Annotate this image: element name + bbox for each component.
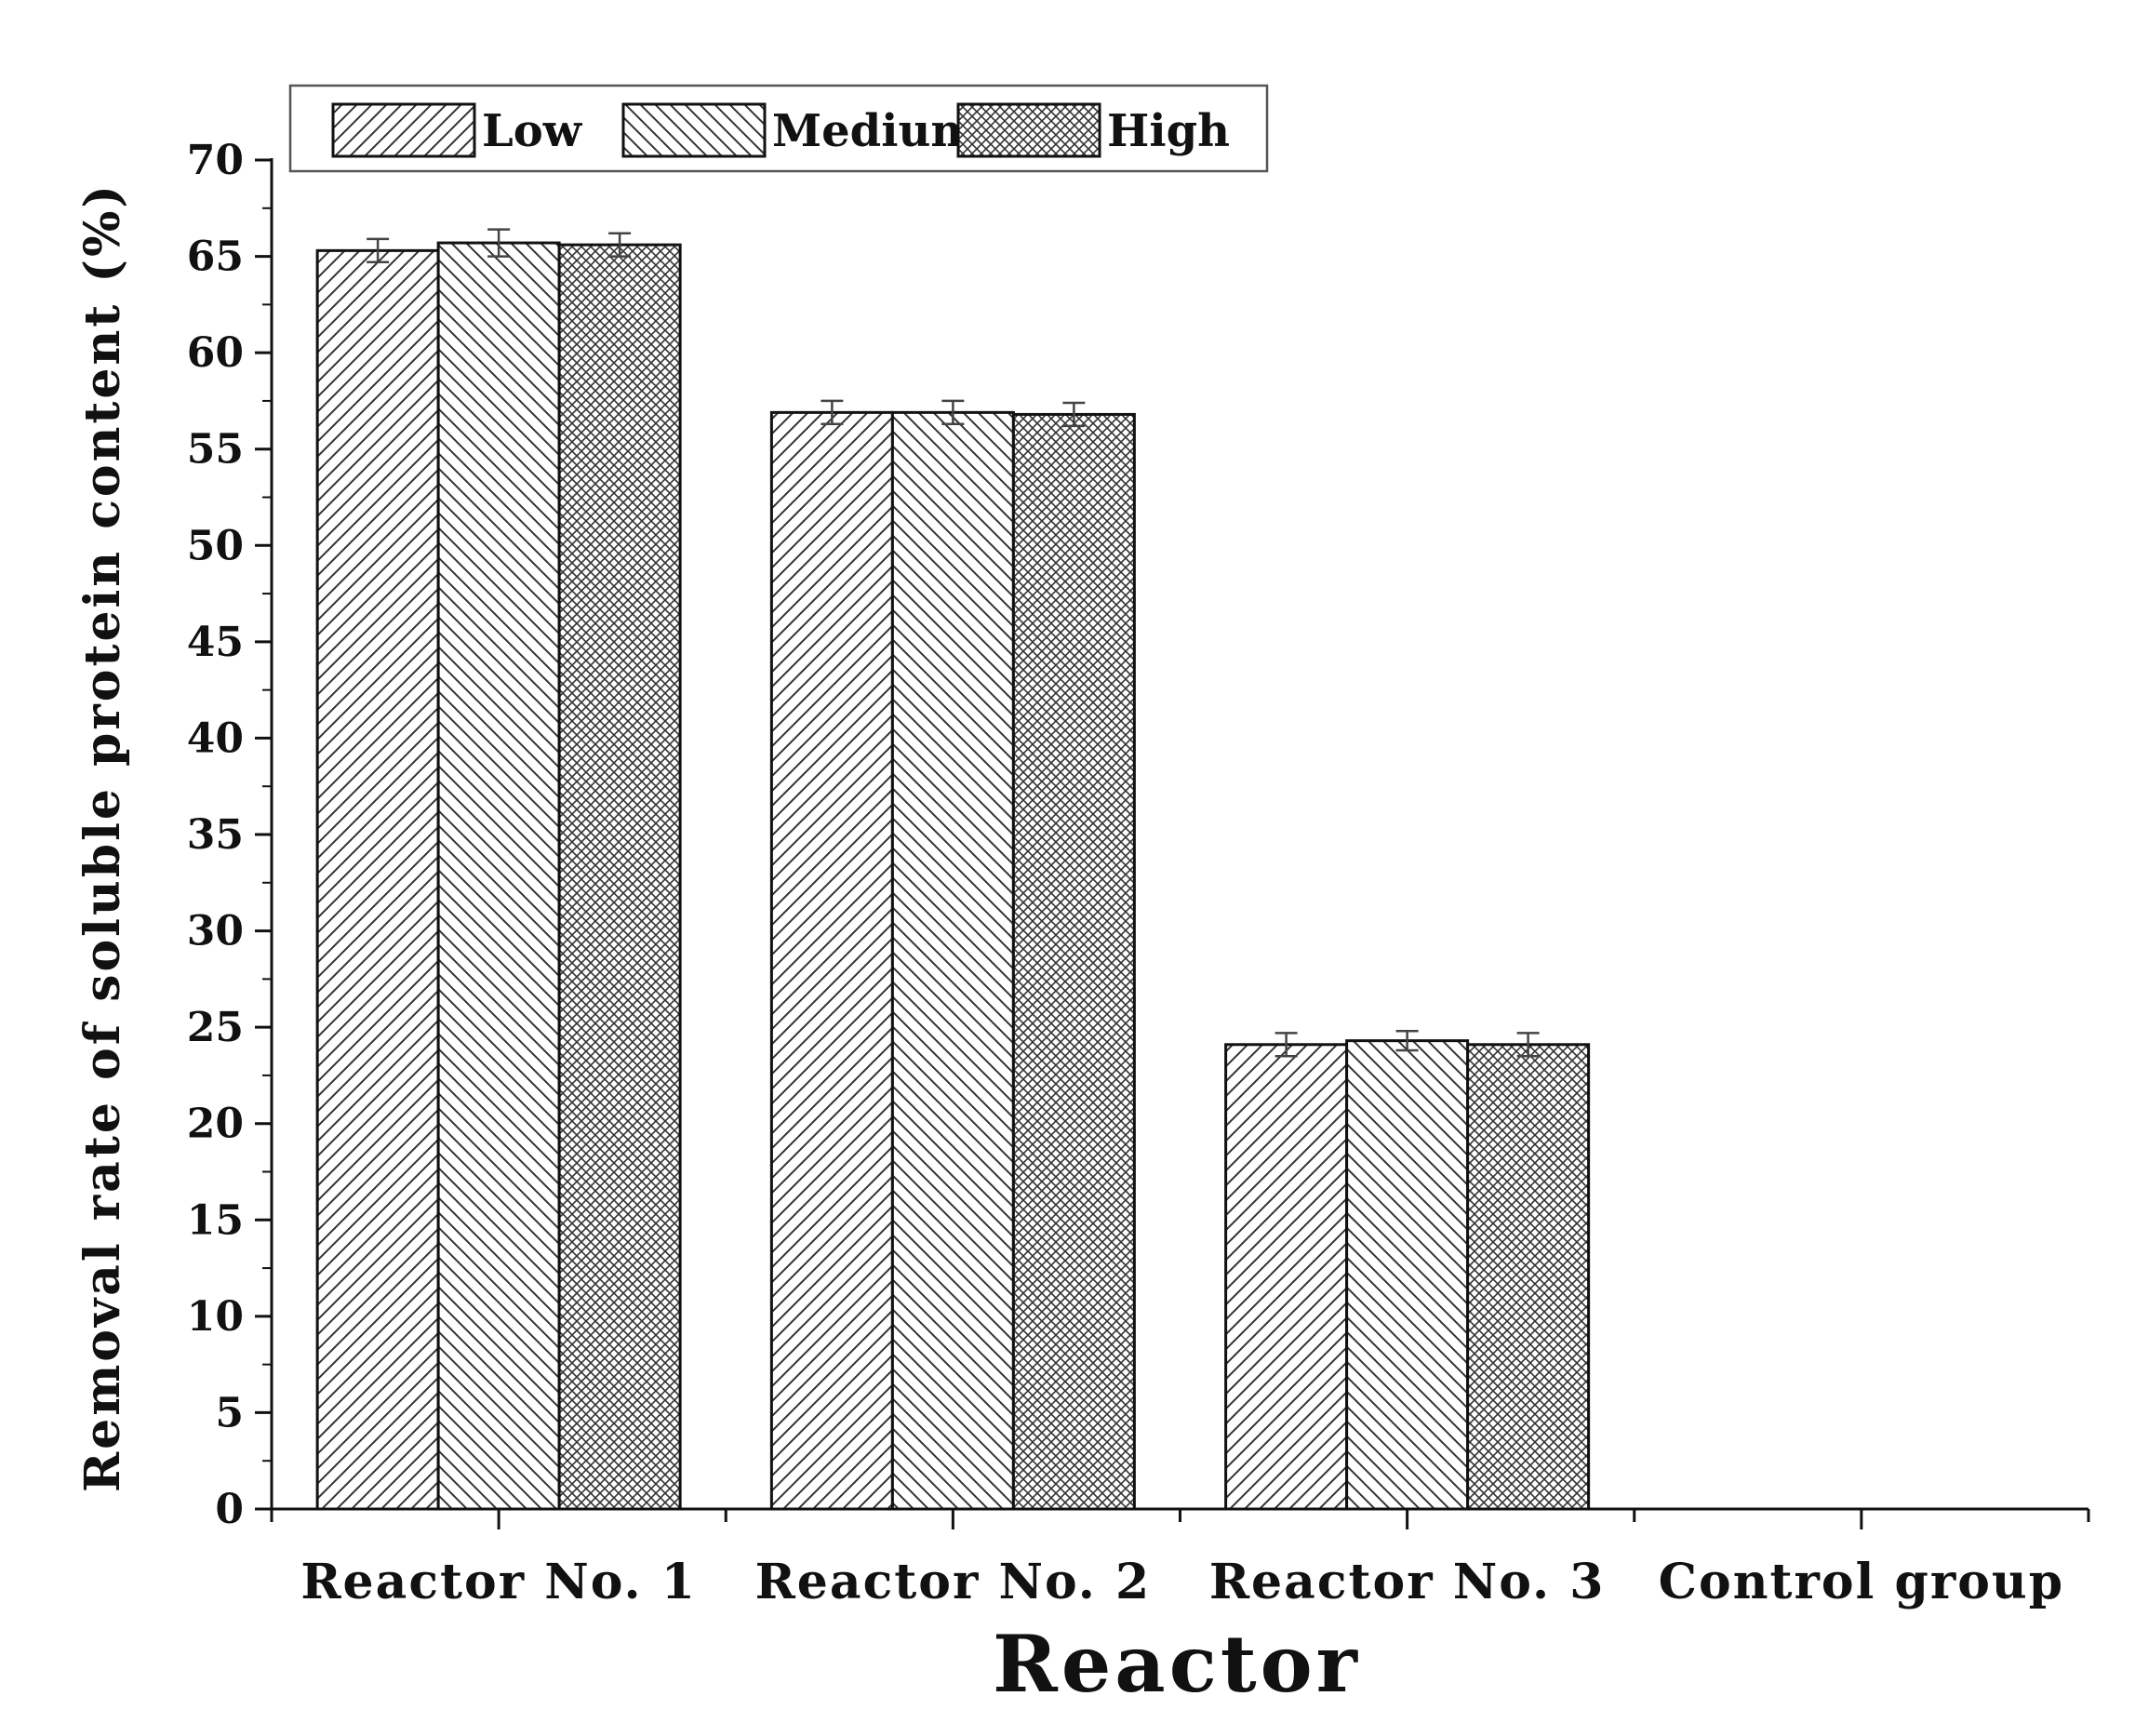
bar <box>1011 412 1136 1511</box>
y-tick-label: 45 <box>187 619 244 666</box>
legend-swatch <box>621 102 767 158</box>
y-tick-label: 40 <box>187 714 244 762</box>
y-tick-label: 50 <box>187 522 244 569</box>
bar <box>557 243 682 1511</box>
y-tick-label: 35 <box>187 811 244 859</box>
y-tick-label: 5 <box>215 1389 244 1436</box>
legend-swatch <box>956 102 1101 158</box>
y-axis: 0 5 10 15 20 25 30 35 40 45 50 55 60 65 70 <box>187 137 274 1533</box>
y-tick-label: 55 <box>187 426 244 474</box>
y-tick-label: 10 <box>187 1293 244 1341</box>
bar <box>1224 1043 1349 1511</box>
y-tick-label: 60 <box>187 329 244 377</box>
bar <box>890 410 1015 1511</box>
y-axis-title: Removal rate of soluble protein content … <box>74 182 131 1492</box>
y-tick-label: 30 <box>187 908 244 955</box>
bars <box>315 228 1591 1511</box>
bar <box>315 248 440 1511</box>
y-tick-label: 15 <box>187 1196 244 1244</box>
x-tick-label: Control group <box>1659 1554 2064 1610</box>
bar <box>1345 1039 1470 1511</box>
bar <box>436 241 561 1511</box>
legend-label: Medium <box>772 105 978 157</box>
legend: Low Medium High <box>288 84 1269 173</box>
legend-label: High <box>1107 105 1230 157</box>
y-tick-label: 65 <box>187 234 244 281</box>
y-tick-label: 70 <box>187 137 244 184</box>
x-tick-label: Reactor No. 3 <box>1209 1554 1606 1610</box>
x-tick-label: Reactor No. 1 <box>300 1554 697 1610</box>
x-tick-label: Reactor No. 2 <box>755 1554 1152 1610</box>
y-tick-label: 0 <box>215 1486 244 1533</box>
y-tick-label: 20 <box>187 1101 244 1148</box>
x-axis: Reactor No. 1 Reactor No. 2 Reactor No. 3 C… <box>270 1507 2090 1610</box>
bar <box>769 410 894 1511</box>
x-axis-title: Reactor <box>993 1618 1361 1710</box>
y-tick-label: 25 <box>187 1004 244 1051</box>
legend-label: Low <box>482 105 583 157</box>
bar <box>1466 1043 1591 1511</box>
legend-swatch <box>331 102 476 158</box>
